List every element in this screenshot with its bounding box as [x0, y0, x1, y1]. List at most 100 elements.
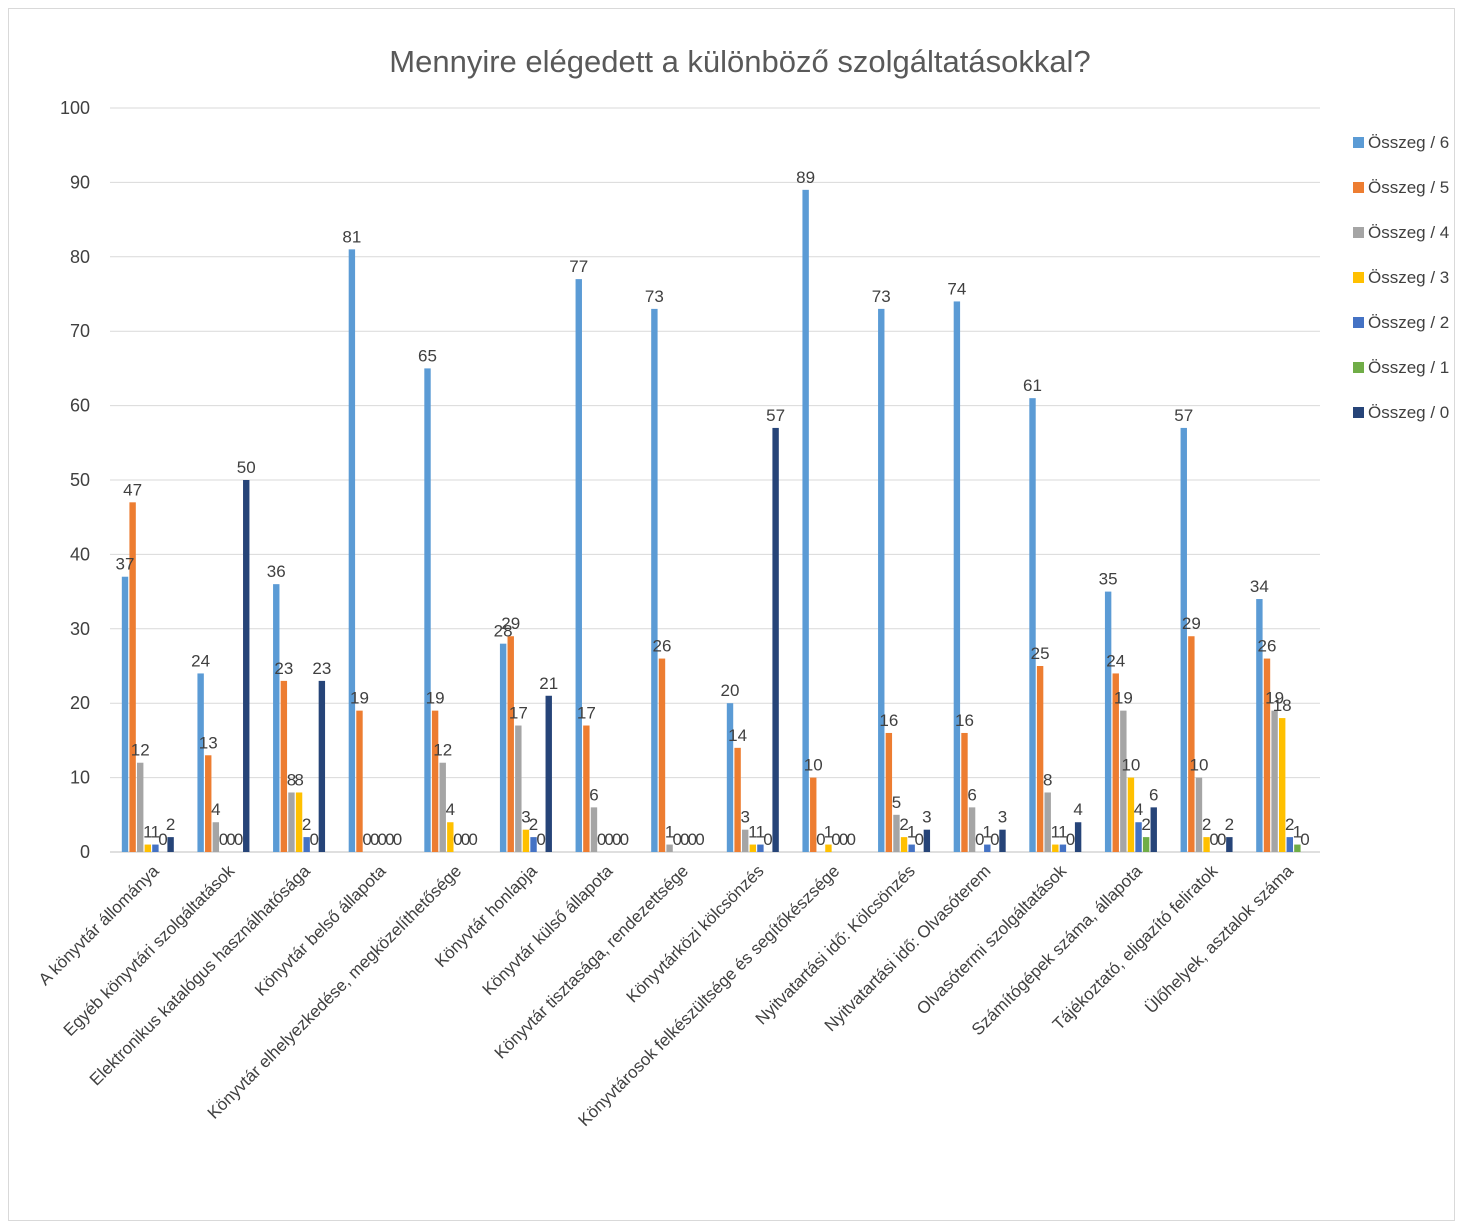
- data-label: 10: [1121, 756, 1140, 775]
- data-label: 0: [310, 830, 319, 849]
- bar: [734, 747, 741, 852]
- bar: [1104, 591, 1112, 852]
- data-label: 0: [1066, 830, 1075, 849]
- bar: [197, 673, 204, 852]
- data-label: 12: [131, 741, 150, 760]
- data-label: 6: [967, 785, 976, 804]
- y-tick-label: 50: [70, 470, 90, 490]
- y-axis: 0 10 20 30 40 50 60 70 80 90 100: [60, 98, 90, 862]
- legend-label: Összeg / 4: [1368, 223, 1449, 242]
- bar: [431, 710, 439, 852]
- data-label: 8: [1043, 770, 1052, 789]
- data-label: 2: [1141, 815, 1150, 834]
- bar: [243, 480, 250, 852]
- data-label: 17: [577, 704, 596, 723]
- data-label: 0: [536, 830, 545, 849]
- data-label: 4: [446, 800, 455, 819]
- bar: [167, 837, 174, 852]
- bar: [1052, 844, 1059, 852]
- data-label: 3: [998, 808, 1007, 827]
- data-label: 4: [211, 800, 220, 819]
- data-label: 2: [166, 815, 175, 834]
- data-label: 0: [453, 830, 462, 849]
- legend-swatch: [1353, 362, 1364, 373]
- chart-title: Mennyire elégedett a különböző szolgálta…: [389, 44, 1090, 79]
- data-label: 0: [915, 830, 924, 849]
- data-label: 57: [1174, 406, 1193, 425]
- data-label: 29: [501, 614, 520, 633]
- data-label: 1: [1293, 823, 1302, 842]
- legend-swatch: [1353, 227, 1364, 238]
- x-tick-label: Könyvtárosok felkészültsége és segítőkés…: [575, 861, 844, 1130]
- data-label: 0: [612, 830, 621, 849]
- bar: [923, 829, 931, 852]
- bar: [651, 308, 658, 852]
- bar: [303, 837, 310, 852]
- x-tick-label: Ülőhelyek, asztalok száma: [1141, 861, 1297, 1017]
- data-label: 6: [1149, 785, 1158, 804]
- data-label: 34: [1250, 577, 1269, 596]
- bar: [583, 725, 590, 852]
- data-label: 26: [1258, 637, 1277, 656]
- data-label: 26: [653, 637, 672, 656]
- y-tick-label: 10: [70, 768, 90, 788]
- bar: [1226, 837, 1233, 852]
- data-label: 4: [1073, 800, 1082, 819]
- legend-label: Összeg / 2: [1368, 313, 1449, 332]
- legend-swatch: [1353, 182, 1364, 193]
- data-label: 1: [151, 823, 160, 842]
- bar: [205, 755, 212, 852]
- data-label: 0: [604, 830, 613, 849]
- bar: [757, 844, 764, 852]
- bar: [810, 777, 817, 852]
- bar: [507, 636, 514, 852]
- data-label: 21: [539, 674, 558, 693]
- bar: [1036, 666, 1044, 852]
- data-label: 23: [274, 659, 293, 678]
- bar: [666, 844, 673, 852]
- data-label: 2: [529, 815, 538, 834]
- data-label: 5: [892, 793, 901, 812]
- bar: [825, 844, 832, 852]
- y-tick-label: 60: [70, 396, 90, 416]
- data-label: 81: [342, 227, 361, 246]
- bar: [273, 584, 280, 852]
- bar: [1263, 658, 1271, 852]
- bar: [590, 807, 598, 852]
- y-tick-label: 40: [70, 544, 90, 564]
- data-label: 0: [695, 830, 704, 849]
- data-label: 1: [665, 823, 674, 842]
- bar: [424, 368, 431, 852]
- legend-label: Összeg / 3: [1368, 268, 1449, 287]
- bar: [1142, 837, 1150, 852]
- legend-swatch: [1353, 272, 1364, 283]
- bar: [280, 680, 288, 852]
- y-tick-label: 80: [70, 247, 90, 267]
- bar: [1044, 792, 1051, 852]
- data-label: 35: [1099, 570, 1118, 589]
- bar: [968, 807, 976, 852]
- data-label: 0: [234, 830, 243, 849]
- bar: [515, 725, 522, 852]
- data-label: 19: [1265, 689, 1284, 708]
- bar: [742, 829, 749, 852]
- bar: [893, 814, 900, 852]
- data-label: 0: [620, 830, 629, 849]
- data-label: 2: [302, 815, 311, 834]
- x-tick-label: Könyvtár belső állapota: [251, 861, 390, 1000]
- legend-label: Összeg / 1: [1368, 358, 1449, 377]
- bars-layer: [121, 189, 1301, 853]
- bar: [144, 844, 152, 852]
- y-tick-label: 0: [80, 842, 90, 862]
- bar: [121, 576, 129, 852]
- data-label: 1: [907, 823, 916, 842]
- bar: [1294, 844, 1301, 852]
- y-tick-label: 20: [70, 693, 90, 713]
- data-label: 61: [1023, 376, 1042, 395]
- data-label: 0: [385, 830, 394, 849]
- data-label: 6: [589, 785, 598, 804]
- x-tick-label: Könyvtár elhelyezkedése, megközelíthetős…: [204, 861, 465, 1122]
- grid-layer: [110, 107, 1320, 853]
- bar: [1195, 777, 1203, 852]
